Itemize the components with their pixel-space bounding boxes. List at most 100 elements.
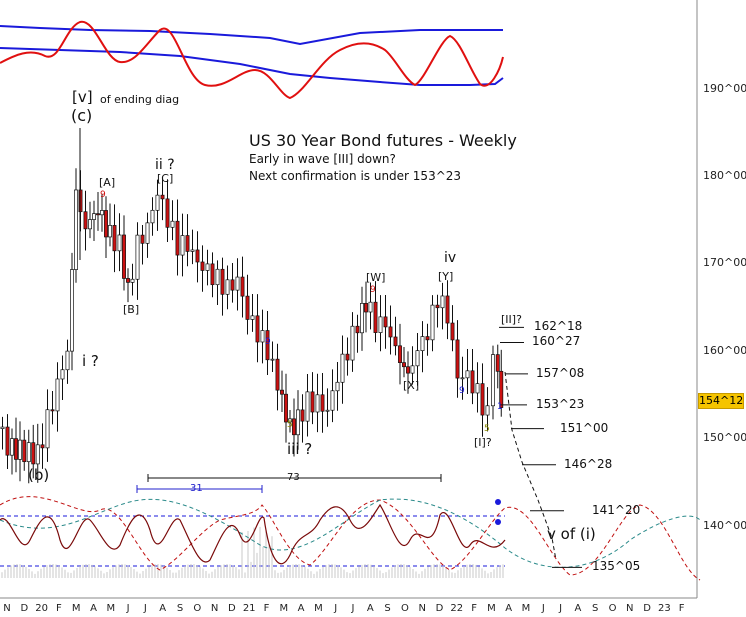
x-tick: J [541,603,545,614]
candle-body [368,301,373,313]
osc-red-cycle [0,496,701,581]
candle-body [378,316,383,333]
candle-body [364,303,368,313]
wave-label-II: [II]? [501,313,522,326]
candle-body [5,426,10,456]
candle-body [225,279,230,295]
y-tick-140: 140^00 [703,519,746,532]
count-I-1: 1 [497,402,503,412]
candle-body [0,426,5,429]
candle-body [22,439,27,463]
candle-body [275,358,280,391]
candle-body [296,409,300,436]
candle-body [165,198,170,228]
candle-body [31,442,36,465]
wave-label-I: [I]? [474,436,492,449]
cycle-73-label: 73 [287,472,300,483]
candle-body [325,409,330,412]
candle-body [420,336,425,352]
chart-subtitle-1: Early in wave [III] down? [249,152,396,166]
x-tick: O [400,603,409,614]
x-tick: D [20,603,29,614]
candle-body [60,369,65,380]
candle-body [70,269,74,352]
candle-body [280,389,284,395]
candle-body [190,249,195,252]
candle-body [398,345,402,363]
lower-oscillator [0,496,701,581]
x-tick: F [678,603,685,614]
candle-body [260,330,265,343]
level-label: 162^18 [534,319,583,334]
candle-body [465,370,470,379]
candle-body [126,278,130,283]
candle-body [50,409,55,412]
candle-body [435,304,440,309]
candle-body [26,442,31,463]
candle-body [360,303,364,334]
x-tick: 23 [658,603,671,614]
candle-body [388,326,393,338]
wave-label-X: [X] [403,379,420,392]
candle-body [96,213,100,216]
candle-body [255,315,260,343]
level-label: 146^28 [564,456,613,471]
candle-body [122,234,126,279]
x-tick: S [384,603,391,614]
wave-label-B: [B] [123,303,140,316]
x-tick: J [559,603,563,614]
candle-body [270,358,275,361]
x-tick: A [297,603,305,614]
candle-body [135,234,140,280]
candle-body [470,370,475,394]
x-tick: M [487,603,496,614]
x-tick: S [176,603,184,614]
x-tick: J [351,603,355,614]
x-tick: J [126,603,130,614]
candle-body [40,444,45,449]
candle-body [475,383,480,394]
candle-body [220,268,225,295]
candle-body [130,278,135,283]
top-oscillator-line [0,20,504,100]
x-tick: A [366,603,374,614]
x-tick: J [334,603,338,614]
candle-body [100,210,104,216]
x-tick: D [228,603,236,614]
wave-label-v: [v] [72,88,93,106]
projection-path [504,371,557,561]
price-levels [499,326,582,568]
candle-body [288,418,292,423]
x-tick: 20 [35,603,48,614]
wave-label-v-note: of ending diag [100,93,180,106]
level-label: 157^08 [536,365,585,380]
candle-body [185,235,190,252]
candle-body [108,225,112,238]
x-tick: O [193,603,202,614]
candle-body [215,268,220,286]
wave-label-ii: ii ? [155,157,175,173]
candle-body [305,391,310,422]
candle-body [373,301,378,333]
candle-body [430,304,435,341]
candle-body [170,220,175,228]
candle-body [499,370,504,408]
candle-body [83,211,88,230]
x-tick: N [626,603,634,614]
y-tick-170: 170^00 [703,256,746,269]
wave-label-A: [A] [99,176,116,189]
candle-body [74,189,78,270]
candle-body [235,276,240,291]
chart-subtitle-2: Next confirmation is under 153^23 [249,169,462,183]
candle-body [335,381,340,392]
wave-label-W: [W] [366,271,386,284]
top-envelope-upper [0,25,503,46]
candle-body [145,222,150,244]
candle-body [315,394,320,413]
top-envelope-lower [0,47,504,86]
candle-body [425,336,430,341]
last-price-badge: 154^12 [698,393,744,409]
x-tick: F [263,603,270,614]
x-tick: N [418,603,426,614]
